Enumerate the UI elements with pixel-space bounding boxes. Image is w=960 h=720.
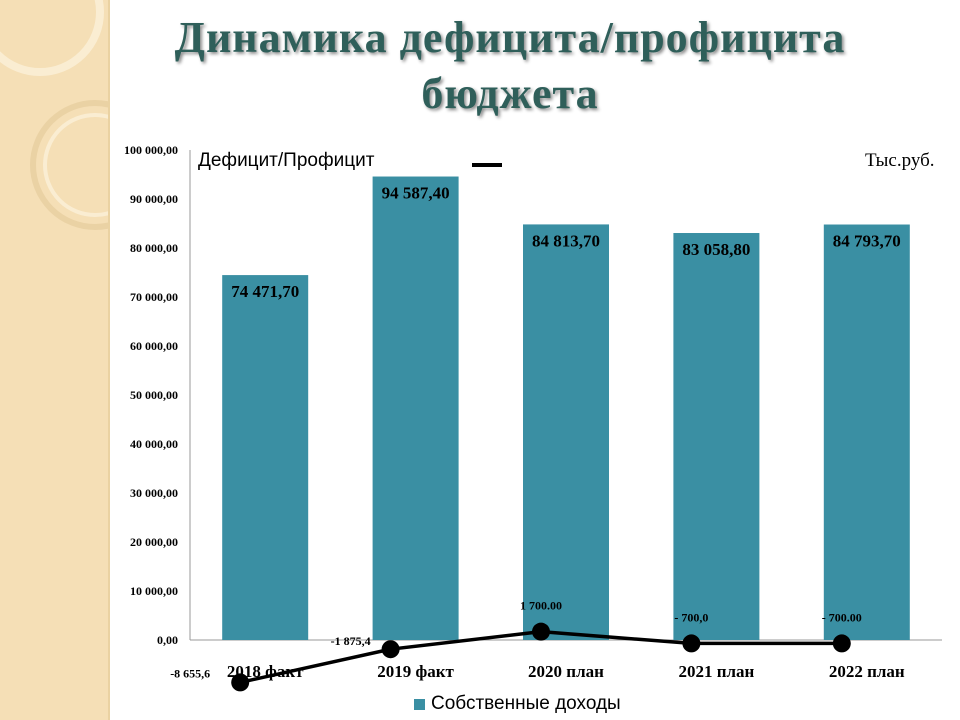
strip-edge	[108, 0, 110, 720]
bar-data-label: 83 058,80	[682, 240, 750, 259]
line-point	[231, 673, 250, 692]
bar-data-label: 84 813,70	[532, 231, 600, 250]
y-tick-label: 70 000,00	[130, 290, 178, 304]
line-point	[682, 634, 701, 653]
decorative-circles	[0, 0, 108, 230]
y-tick-label: 10 000,00	[130, 584, 178, 598]
chart-legend: Собственные доходы	[414, 693, 621, 715]
x-category-label: 2020 план	[528, 662, 604, 681]
y-tick-label: 40 000,00	[130, 437, 178, 451]
y-tick-label: 0,00	[157, 633, 178, 647]
title-line-1: Динамика дефицита/профицита	[174, 13, 846, 62]
title-line-2: бюджета	[421, 69, 599, 118]
decorative-side-strip	[0, 0, 108, 720]
y-tick-label: 50 000,00	[130, 388, 178, 402]
line-data-label: -1 875,4	[331, 634, 371, 648]
x-category-label: 2021 план	[678, 662, 754, 681]
x-category-label: 2019 факт	[377, 662, 454, 681]
y-tick-label: 90 000,00	[130, 192, 178, 206]
bar	[372, 176, 459, 641]
bar	[823, 224, 910, 640]
bar	[673, 233, 760, 640]
slide-title: Динамика дефицита/профицита бюджета	[110, 10, 910, 122]
line-series-marker	[472, 163, 502, 167]
line-data-label: -8 655,6	[170, 666, 210, 680]
y-tick-label: 80 000,00	[130, 241, 178, 255]
bar-data-label: 94 587,40	[382, 184, 450, 203]
bar-data-label: 74 471,70	[231, 282, 299, 301]
line-point	[832, 634, 851, 653]
y-tick-label: 20 000,00	[130, 535, 178, 549]
x-category-label: 2022 план	[829, 662, 905, 681]
legend-swatch	[414, 698, 425, 710]
line-data-label: - 700,0	[674, 610, 708, 624]
line-point	[381, 640, 400, 659]
line-point	[532, 622, 550, 641]
line-data-label: - 700.00	[822, 610, 862, 624]
line-data-label: 1 700.00	[520, 599, 562, 613]
chart-unit-label: Тыс.руб.	[865, 150, 935, 171]
y-tick-label: 60 000,00	[130, 339, 178, 353]
bar	[222, 275, 309, 640]
legend-label: Собственные доходы	[431, 693, 621, 714]
chart-header-left: Дефицит/Профицит	[198, 150, 375, 171]
y-tick-label: 100 000,00	[124, 143, 178, 157]
bar-data-label: 84 793,70	[833, 232, 901, 251]
bar	[523, 224, 609, 640]
y-tick-label: 30 000,00	[130, 486, 178, 500]
